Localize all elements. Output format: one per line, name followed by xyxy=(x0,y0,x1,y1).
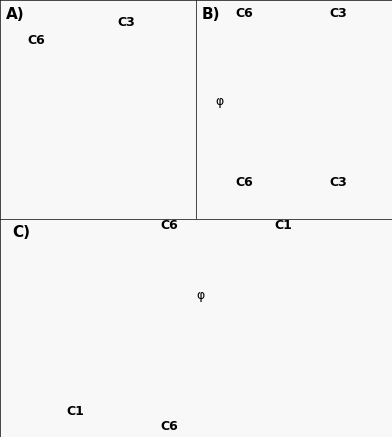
Text: C3: C3 xyxy=(329,176,347,189)
Text: C6: C6 xyxy=(161,420,178,434)
Text: φ: φ xyxy=(216,95,224,108)
Text: A): A) xyxy=(6,7,25,21)
Text: C6: C6 xyxy=(235,7,253,21)
Text: B): B) xyxy=(202,7,220,21)
Text: C): C) xyxy=(12,225,30,240)
Text: C6: C6 xyxy=(235,176,253,189)
Text: φ: φ xyxy=(196,289,204,302)
Text: C3: C3 xyxy=(118,16,135,29)
Text: C1: C1 xyxy=(67,405,85,418)
Text: C6: C6 xyxy=(161,219,178,232)
Text: C1: C1 xyxy=(274,219,292,232)
Text: C6: C6 xyxy=(27,34,45,47)
Text: C3: C3 xyxy=(329,7,347,21)
